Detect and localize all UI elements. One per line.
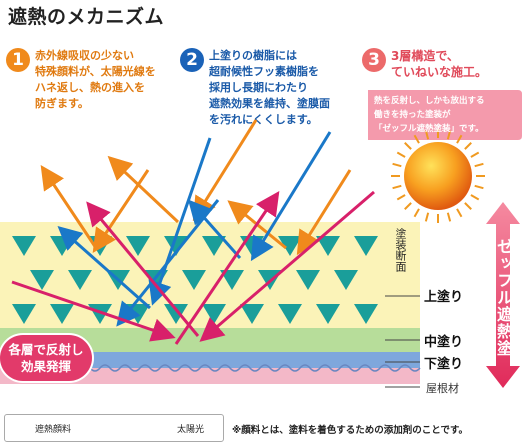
triangle-pigment-icon <box>202 304 226 324</box>
arrow-blue <box>57 226 151 310</box>
point-number-badge: 1 <box>6 48 30 72</box>
point-number-badge: 2 <box>180 48 204 72</box>
triangle-pigment-icon <box>220 270 244 290</box>
point-3-panel <box>368 90 522 140</box>
sun-ray <box>396 194 406 201</box>
sun-ray <box>413 134 420 144</box>
sun-ray <box>474 184 484 190</box>
sun-ray <box>404 202 412 210</box>
point-2: 2 上塗りの樹脂には 超耐候性フッ素樹脂を 採用し長期にわたり 遮熱効果を維持、… <box>180 48 330 128</box>
triangle-pigment-icon <box>316 236 340 256</box>
roof-material-label: 屋根材 <box>426 382 459 395</box>
triangle-pigment-icon <box>202 236 226 256</box>
sun-ray <box>446 212 452 222</box>
sun-ray <box>470 151 480 158</box>
sun-ray <box>413 208 420 218</box>
triangle-pigment-icon <box>12 304 36 324</box>
arrow-magenta <box>86 201 200 337</box>
bottom-coat-label: 下塗り <box>424 357 464 372</box>
effect-bubble: 各層で反射し 効果発揮 <box>0 335 92 381</box>
triangle-pigment-icon <box>126 236 150 256</box>
bottom-coat-layer <box>0 352 420 368</box>
triangle-pigment-icon <box>182 270 206 290</box>
point-3-note: 熱を反射し、しかも放出する 働きを持った塗装が 「ゼッフル遮熱塗装」です。 <box>374 96 485 134</box>
sun-ray <box>456 134 463 144</box>
footnote: ※顔料とは、塗料を着色するための添加剤のことです。 <box>232 425 469 436</box>
triangle-pigment-icon <box>278 236 302 256</box>
sun-ray <box>456 208 463 218</box>
triangle-pigment-icon <box>50 304 74 324</box>
point-text: 上塗りの樹脂には 超耐候性フッ素樹脂を 採用し長期にわたり 遮熱効果を維持、塗膜… <box>209 49 330 126</box>
arrow-orange <box>227 200 287 250</box>
zeffle-banner-text: ゼッフル遮熱塗装 <box>460 237 513 357</box>
vertical-banner-arrow <box>486 202 520 388</box>
sun-ray <box>464 142 472 150</box>
legend-sunlight-label: 太陽光 <box>177 425 205 435</box>
sun-ray <box>404 142 412 150</box>
sun-ray <box>464 202 472 210</box>
sun-ray <box>396 151 406 158</box>
top-coat-label: 上塗り <box>424 290 464 305</box>
arrow-orange <box>40 165 98 249</box>
legend-pigment-label: 遮熱顔料 <box>35 425 72 435</box>
roof-layer <box>0 368 420 384</box>
arrow-orange <box>92 169 150 253</box>
triangle-pigment-icon <box>68 270 92 290</box>
triangle-pigment-icon <box>316 304 340 324</box>
arrow-blue <box>250 131 332 262</box>
triangle-pigment-icon <box>354 236 378 256</box>
light-arrows <box>11 119 375 345</box>
sun-ray <box>474 162 484 168</box>
arrow-orange <box>192 119 258 222</box>
cross-section-label: 塗装断面 <box>394 228 407 272</box>
triangle-pigment-icon <box>240 304 264 324</box>
point-1: 1 赤外線吸収の少ない 特殊顔料が、太陽光線を ハネ返し、熱の進入を 防ぎます。 <box>6 48 156 112</box>
triangle-pigment-icon <box>334 270 358 290</box>
page-title: 遮熱のメカニズム <box>8 6 165 28</box>
sun-ray <box>446 130 452 140</box>
triangle-pigment-icon <box>164 304 188 324</box>
middle-coat-label: 中塗り <box>424 335 464 350</box>
sun-icon <box>391 129 485 223</box>
arrow-blue <box>148 137 212 306</box>
sun-ray <box>424 212 430 222</box>
sun-ray <box>392 162 402 168</box>
triangle-pigment-icon <box>12 236 36 256</box>
point-text: 3層構造で、 ていねいな施工。 <box>391 49 488 79</box>
arrow-magenta <box>199 190 375 342</box>
legend: 遮熱顔料 太陽光 <box>4 414 224 442</box>
arrow-blue <box>188 199 242 259</box>
triangle-pigment-icon <box>354 304 378 324</box>
arrow-orange <box>107 155 180 224</box>
point-text: 赤外線吸収の少ない 特殊顔料が、太陽光線を ハネ返し、熱の進入を 防ぎます。 <box>35 49 156 110</box>
sun-ray <box>424 130 430 140</box>
point-3: 3 3層構造で、 ていねいな施工。 <box>362 48 487 80</box>
triangle-pigment-icon <box>296 270 320 290</box>
triangle-pigment-icon <box>164 236 188 256</box>
sun-ray <box>392 184 402 190</box>
arrow-magenta <box>174 191 280 345</box>
sun-ray <box>470 194 480 201</box>
arrow-orange <box>296 169 352 256</box>
point-number-badge: 3 <box>362 48 386 72</box>
arrow-magenta <box>11 280 176 342</box>
triangle-pigment-icon <box>278 304 302 324</box>
triangle-pigment-icon <box>30 270 54 290</box>
